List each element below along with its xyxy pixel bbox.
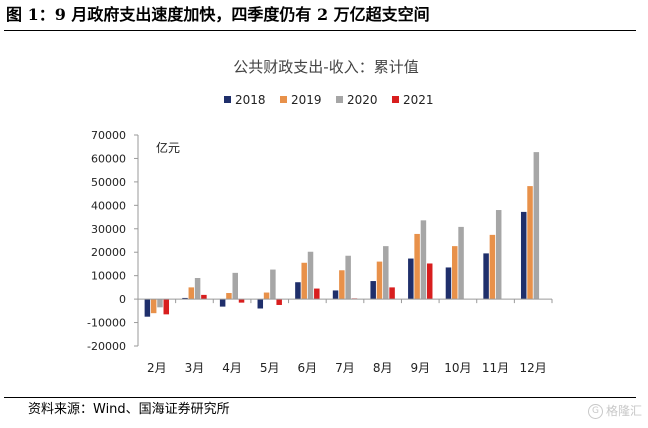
legend-swatch-2021 [392,96,399,103]
bar-series-group [144,152,540,317]
bar-2021-5月 [276,299,282,305]
x-tick-label: 2月 [147,361,167,375]
bar-2019-2月 [150,299,157,314]
x-tick-label: 11月 [482,361,509,375]
bar-2021-2月 [163,299,170,315]
x-tick-label: 8月 [373,361,393,375]
bar-2021-6月 [314,288,320,300]
y-tick-label: 50000 [91,176,126,189]
bar-2019-10月 [452,246,458,300]
footer-rule [4,397,636,398]
bar-2020-9月 [420,220,427,300]
x-tick-label: 9月 [410,361,430,375]
bar-2018-10月 [445,267,452,300]
bar-2019-3月 [188,287,195,300]
bar-2018-2月 [144,299,151,317]
chart-title: 公共财政支出-收入：累计值 [233,58,418,76]
bar-2018-9月 [408,258,414,300]
x-tick-label: 6月 [298,361,318,375]
x-tick-label: 12月 [520,361,547,375]
legend-label-2019: 2019 [291,93,322,107]
bar-chart: 公共财政支出-收入：累计值 2018 2019 2020 2021 亿元 -20000… [87,58,553,375]
bar-2021-4月 [238,299,245,303]
bar-2020-2月 [157,299,163,308]
source-note: 资料来源：Wind、国海证券研究所 [28,402,230,417]
y-tick-label: 60000 [91,152,126,165]
unit-label: 亿元 [156,140,180,155]
y-tick-label: 0 [119,293,126,306]
watermark: G 格隆汇 [587,402,642,420]
bar-2018-5月 [257,299,264,309]
bar-2020-7月 [345,255,351,300]
legend-swatch-2018 [224,96,231,103]
y-tick-label: -10000 [87,317,126,330]
bar-2019-8月 [376,261,383,300]
bar-2018-4月 [219,299,226,307]
bar-2019-11月 [489,234,496,300]
y-tick-label: 30000 [91,223,126,236]
legend-label-2018: 2018 [235,93,266,107]
bar-2019-12月 [527,186,533,300]
bar-2021-8月 [389,287,395,300]
bar-2020-10月 [458,226,464,300]
title-rule [4,30,636,31]
y-tick-label: 20000 [91,246,126,259]
bar-2019-7月 [339,270,345,300]
bar-2019-6月 [301,262,307,300]
bar-2020-5月 [270,269,276,300]
figure-title: 图 1：9 月政府支出速度加快，四季度仍有 2 万亿超支空间 [6,5,430,24]
bar-2018-7月 [332,290,339,300]
bar-2020-11月 [495,210,502,300]
bar-2021-3月 [201,294,207,300]
bar-2018-8月 [370,281,376,300]
gelonghui-logo-icon: G [587,403,603,419]
bar-2018-6月 [295,282,301,300]
x-tick-label: 3月 [185,361,205,375]
bar-2020-12月 [533,152,540,300]
bar-2019-4月 [226,293,232,300]
bar-2020-4月 [232,272,238,300]
legend-label-2021: 2021 [403,93,434,107]
x-tick-label: 7月 [335,361,355,375]
legend-label-2020: 2020 [347,93,378,107]
y-tick-label: 70000 [91,129,126,142]
bar-2018-12月 [520,211,527,300]
chart-legend: 2018 2019 2020 2021 [224,93,434,107]
x-axis: 2月 3月 4月 5月 6月 7月 8月 9月 10月 11月 12月 [137,298,553,375]
y-axis: -20000 -10000 0 10000 20000 30000 40000 50000 60… [87,129,139,353]
bar-2020-3月 [194,278,201,300]
x-tick-label: 5月 [260,361,280,375]
legend-swatch-2019 [280,96,287,103]
x-tick-label: 10月 [444,361,471,375]
bar-2018-3月 [182,297,188,300]
y-tick-label: -20000 [87,340,126,353]
legend-swatch-2020 [336,96,343,103]
bar-2020-6月 [307,251,314,300]
y-tick-label: 40000 [91,199,126,212]
bar-2020-8月 [383,246,389,300]
x-tick-label: 4月 [222,361,242,375]
bar-2018-11月 [483,253,489,300]
watermark-text: 格隆汇 [605,404,642,418]
y-tick-label: 10000 [91,270,126,283]
bar-2019-5月 [263,292,270,300]
bar-2021-9月 [426,263,433,300]
bar-2019-9月 [414,233,420,300]
